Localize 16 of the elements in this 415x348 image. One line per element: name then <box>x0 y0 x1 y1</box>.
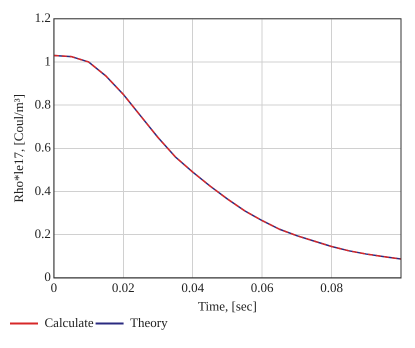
legend-label: Theory <box>130 314 168 330</box>
line-series <box>54 54 401 260</box>
y-tick-label: 1 <box>44 53 51 68</box>
x-tick-label: 0.04 <box>181 280 205 296</box>
x-tick-label: 0.02 <box>112 280 135 296</box>
y-tick-label: 1.2 <box>34 10 51 26</box>
y-tick-label: 0.4 <box>34 182 52 198</box>
legend-label: Calculate <box>44 314 94 330</box>
x-tick-label: 0.08 <box>320 280 343 296</box>
y-axis-title: Rho*le17, [Coul/m³] <box>11 94 26 203</box>
x-tick-label: 0.06 <box>250 280 274 296</box>
x-axis-title: Time, [sec] <box>198 298 257 314</box>
y-tick-label: 0.2 <box>34 226 51 242</box>
y-tick-label: 0.6 <box>34 140 52 155</box>
y-tick-label: 0 <box>44 269 51 284</box>
y-tick-label: 0.8 <box>34 96 51 112</box>
